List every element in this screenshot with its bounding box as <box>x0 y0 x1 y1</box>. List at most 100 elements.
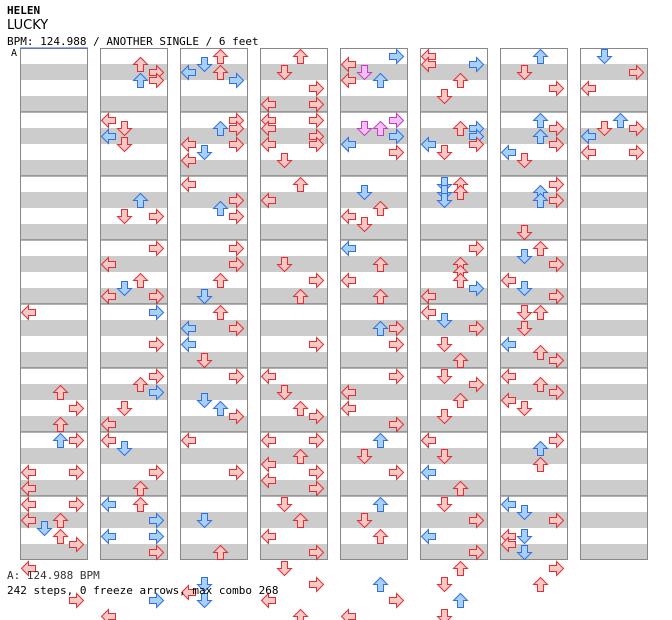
down-arrow-icon <box>196 393 213 409</box>
right-arrow-icon <box>149 336 165 353</box>
left-arrow-icon <box>20 304 36 321</box>
up-arrow-icon <box>452 560 469 576</box>
up-arrow-icon <box>212 400 229 416</box>
down-arrow-icon <box>356 513 373 529</box>
beat-stripe <box>20 192 88 208</box>
left-arrow-icon <box>260 192 276 209</box>
down-arrow-icon <box>516 225 533 241</box>
left-arrow-icon <box>500 272 516 289</box>
right-arrow-icon <box>149 592 165 609</box>
left-arrow-icon <box>100 608 116 620</box>
right-arrow-icon <box>309 480 325 497</box>
beat-stripe <box>340 544 408 560</box>
up-arrow-icon <box>292 48 309 64</box>
up-arrow-icon <box>372 496 389 512</box>
beat-stripe <box>260 192 328 208</box>
left-arrow-icon <box>100 288 116 305</box>
left-arrow-icon <box>180 336 196 353</box>
down-arrow-icon <box>356 65 373 81</box>
up-arrow-icon <box>532 192 549 208</box>
column-frame <box>100 48 168 560</box>
up-arrow-icon <box>52 512 69 528</box>
right-arrow-icon <box>69 496 85 513</box>
left-arrow-icon <box>420 136 436 153</box>
up-arrow-icon <box>132 272 149 288</box>
down-arrow-icon <box>516 65 533 81</box>
up-arrow-icon <box>132 496 149 512</box>
right-arrow-icon <box>549 288 565 305</box>
up-arrow-icon <box>292 288 309 304</box>
left-arrow-icon <box>340 72 356 89</box>
down-arrow-icon <box>516 153 533 169</box>
up-arrow-icon <box>452 272 469 288</box>
right-arrow-icon <box>229 72 245 89</box>
up-arrow-icon <box>52 432 69 448</box>
down-arrow-icon <box>276 385 293 401</box>
right-arrow-icon <box>69 592 85 609</box>
up-arrow-icon <box>132 376 149 392</box>
up-arrow-icon <box>452 480 469 496</box>
column-frame <box>500 48 568 560</box>
left-arrow-icon <box>260 96 276 113</box>
left-arrow-icon <box>340 272 356 289</box>
left-arrow-icon <box>260 368 276 385</box>
left-arrow-icon <box>500 144 516 161</box>
up-arrow-icon <box>372 576 389 592</box>
left-arrow-icon <box>180 64 196 81</box>
down-arrow-icon <box>436 145 453 161</box>
down-arrow-icon <box>276 497 293 513</box>
right-arrow-icon <box>229 408 245 425</box>
right-arrow-icon <box>629 120 645 137</box>
right-arrow-icon <box>469 240 485 257</box>
left-arrow-icon <box>500 392 516 409</box>
up-arrow-icon <box>292 608 309 620</box>
right-arrow-icon <box>229 320 245 337</box>
down-arrow-icon <box>196 57 213 73</box>
up-arrow-icon <box>532 240 549 256</box>
beat-stripe <box>180 352 248 368</box>
right-arrow-icon <box>229 240 245 257</box>
right-arrow-icon <box>469 512 485 529</box>
left-arrow-icon <box>580 80 596 97</box>
left-arrow-icon <box>20 464 36 481</box>
right-arrow-icon <box>149 240 165 257</box>
up-arrow-icon <box>532 440 549 456</box>
down-arrow-icon <box>276 561 293 577</box>
beat-stripe <box>340 480 408 496</box>
up-arrow-icon <box>372 528 389 544</box>
left-arrow-icon <box>340 384 356 401</box>
right-arrow-icon <box>69 536 85 553</box>
beat-stripe <box>420 416 488 432</box>
beat-stripe <box>20 448 88 464</box>
column-frame <box>340 48 408 560</box>
left-arrow-icon <box>260 136 276 153</box>
down-arrow-icon <box>356 185 373 201</box>
beat-stripe <box>20 96 88 112</box>
beat-stripe <box>260 352 328 368</box>
left-arrow-icon <box>340 136 356 153</box>
beat-stripe <box>580 352 648 368</box>
right-arrow-icon <box>149 208 165 225</box>
up-arrow-icon <box>372 120 389 136</box>
right-arrow-icon <box>149 544 165 561</box>
right-arrow-icon <box>469 56 485 73</box>
left-arrow-icon <box>100 496 116 513</box>
up-arrow-icon <box>372 200 389 216</box>
beat-stripe <box>180 384 248 400</box>
down-arrow-icon <box>116 281 133 297</box>
up-arrow-icon <box>372 320 389 336</box>
left-arrow-icon <box>420 528 436 545</box>
right-arrow-icon <box>389 320 405 337</box>
right-arrow-icon <box>549 512 565 529</box>
right-arrow-icon <box>469 280 485 297</box>
left-arrow-icon <box>20 480 36 497</box>
left-arrow-icon <box>500 536 516 553</box>
left-arrow-icon <box>580 128 596 145</box>
down-arrow-icon <box>276 257 293 273</box>
up-arrow-icon <box>212 304 229 320</box>
right-arrow-icon <box>69 432 85 449</box>
beat-stripe <box>20 288 88 304</box>
left-arrow-icon <box>20 512 36 529</box>
up-arrow-icon <box>212 272 229 288</box>
down-arrow-icon <box>436 313 453 329</box>
